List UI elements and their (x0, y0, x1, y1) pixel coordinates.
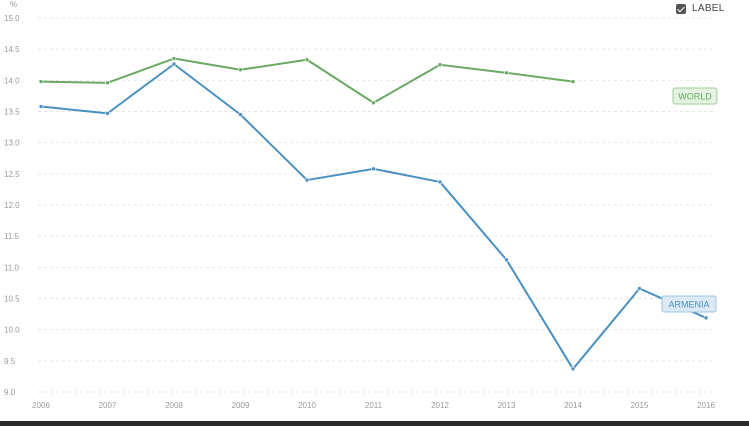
y-tick-label: 11.5 (4, 232, 20, 241)
series-tag-label-world: WORLD (678, 92, 712, 102)
y-tick-label: 10.5 (4, 295, 20, 304)
data-point-world[interactable] (171, 56, 177, 61)
grid (38, 17, 716, 393)
series-tags: WORLD ARMENIA (661, 87, 718, 313)
data-point-armenia[interactable] (304, 177, 310, 183)
series-line-armenia (40, 63, 707, 370)
series-group (38, 56, 709, 372)
x-tick-label: 2012 (431, 401, 449, 410)
y-unit-label: % (10, 0, 17, 9)
y-tick-label: 14.5 (4, 45, 20, 54)
data-point-armenia[interactable] (105, 111, 110, 116)
series-tag-armenia (661, 295, 717, 313)
data-point-world[interactable] (238, 67, 243, 73)
y-tick-label: 11.0 (4, 263, 20, 272)
data-point-armenia[interactable] (371, 166, 376, 172)
series-tag-label-armenia: ARMENIA (668, 300, 709, 310)
label-toggle[interactable]: LABEL (676, 3, 725, 14)
data-point-armenia[interactable] (570, 366, 576, 372)
x-tick-label: 2010 (298, 401, 316, 410)
data-point-world[interactable] (504, 70, 509, 76)
data-point-armenia[interactable] (437, 179, 443, 185)
data-point-world[interactable] (304, 57, 310, 63)
x-tick-label: 2006 (32, 401, 50, 410)
x-tick-label: 2009 (232, 401, 250, 410)
data-point-armenia[interactable] (238, 112, 243, 117)
x-tick-label: 2011 (365, 401, 383, 410)
data-point-world[interactable] (371, 100, 376, 106)
label-checkbox[interactable] (676, 3, 686, 14)
y-tick-label: 9.0 (4, 388, 16, 397)
x-tick-label: 2007 (99, 401, 117, 410)
y-tick-label: 13.0 (4, 139, 20, 148)
x-axis-ticks: 2006 2007 2008 2009 2010 2011 2012 2013 2014 2015… (32, 401, 715, 410)
label-toggle-text: LABEL (692, 3, 725, 14)
data-point-armenia[interactable] (38, 104, 44, 109)
x-tick-label: 2008 (165, 401, 183, 410)
data-point-armenia[interactable] (171, 61, 177, 67)
x-tick-label: 2014 (564, 401, 582, 410)
data-point-armenia[interactable] (504, 257, 509, 263)
x-tick-label: 2015 (631, 401, 649, 410)
bottom-border (0, 421, 749, 426)
x-tick-label: 2013 (498, 401, 516, 410)
data-point-armenia[interactable] (703, 315, 709, 321)
y-tick-label: 9.5 (4, 357, 16, 366)
data-point-world[interactable] (105, 80, 110, 86)
y-tick-label: 12.0 (4, 201, 20, 210)
y-tick-label: 15.0 (4, 14, 20, 23)
data-point-armenia[interactable] (637, 286, 642, 291)
series-tag-world (672, 87, 718, 105)
data-point-world[interactable] (437, 62, 443, 68)
data-point-world[interactable] (570, 79, 576, 84)
y-tick-label: 12.5 (4, 170, 20, 179)
y-tick-label: 14.0 (4, 76, 20, 85)
y-tick-label: 10.0 (4, 326, 20, 335)
x-tick-label: 2016 (697, 401, 715, 410)
series-line-world (40, 57, 574, 104)
data-point-world[interactable] (38, 79, 44, 84)
y-axis-ticks: 9.0 9.5 10.0 10.5 11.0 11.5 12.0 12.5 13.0 13.5 14… (4, 14, 20, 397)
y-tick-label: 13.5 (4, 108, 20, 117)
